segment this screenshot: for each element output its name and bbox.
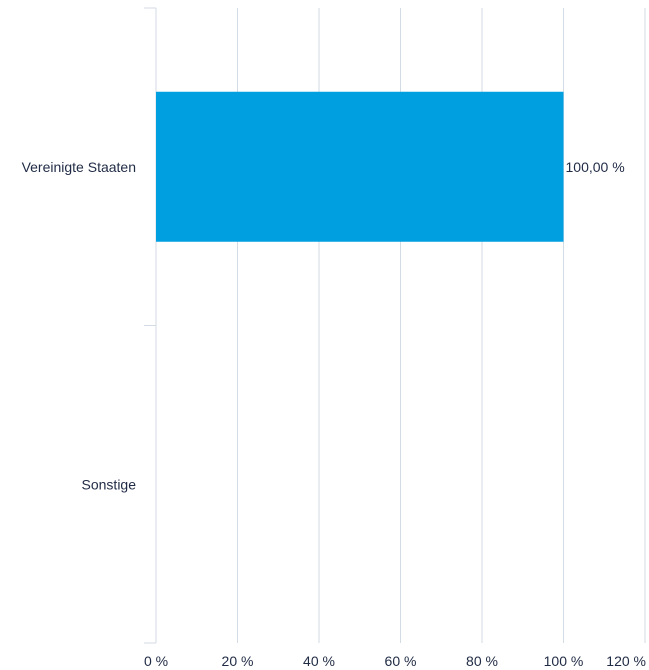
bars — [156, 91, 564, 242]
category-label: Vereinigte Staaten — [22, 159, 136, 175]
bar-1 — [156, 91, 564, 242]
category-labels: Vereinigte Staaten Sonstige — [22, 159, 137, 493]
data-labels: 100,00 % — [566, 159, 625, 175]
x-tick-label: 120 % — [606, 653, 646, 669]
category-axis — [144, 7, 157, 644]
x-tick-label: 80 % — [466, 653, 498, 669]
x-tick-label: 0 % — [144, 653, 168, 669]
x-tick-labels: 0 % 20 % 40 % 60 % 80 % 100 % 120 % — [144, 653, 646, 669]
category-label: Sonstige — [82, 476, 137, 492]
x-tick-label: 40 % — [303, 653, 335, 669]
x-tick-label: 60 % — [385, 653, 417, 669]
data-label: 100,00 % — [566, 159, 625, 175]
x-tick-label: 100 % — [544, 653, 584, 669]
x-tick-label: 20 % — [222, 653, 254, 669]
